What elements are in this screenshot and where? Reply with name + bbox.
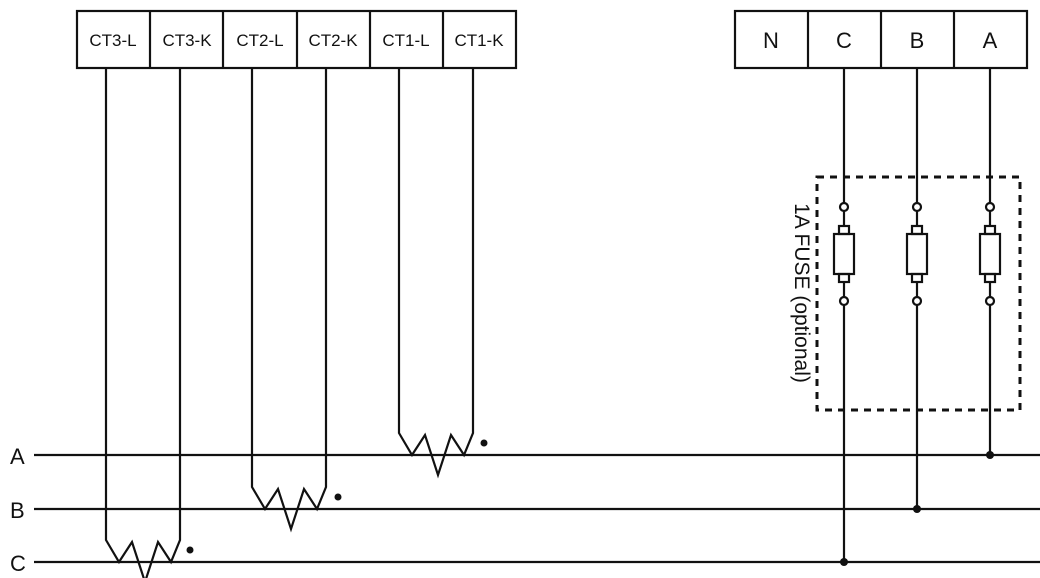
ct2-wire-loop — [250, 68, 328, 533]
fuse-terminal — [838, 201, 850, 213]
fuse-box: 1A FUSE (optional) — [790, 175, 1022, 412]
phase-a-wire — [978, 68, 1002, 459]
fuse-a-icon — [978, 232, 1002, 276]
voltage-terminal-block: N C B A — [733, 9, 1029, 70]
fuse-terminal — [984, 201, 996, 213]
fuse-terminal — [911, 295, 923, 307]
fuse-cap — [983, 224, 997, 236]
ct3-current-transformer — [104, 68, 194, 578]
bus-a-label: A — [10, 444, 25, 469]
ct3-l-label: CT3-L — [89, 31, 136, 50]
fuse-cap — [983, 272, 997, 284]
junction-dot — [986, 451, 994, 459]
bus-c-label: C — [10, 551, 26, 576]
phase-b-wire — [905, 68, 929, 513]
fuse-terminal — [911, 201, 923, 213]
ct2-current-transformer — [250, 68, 342, 533]
fuse-cap — [837, 272, 851, 284]
fuse-b-icon — [905, 232, 929, 276]
fuse-c-icon — [832, 232, 856, 276]
phase-c-wire — [832, 68, 856, 566]
ct1-k-label: CT1-K — [454, 31, 504, 50]
fuse-cap — [910, 272, 924, 284]
fuse-terminal — [984, 295, 996, 307]
junction-dot — [913, 505, 921, 513]
ct1-wire-loop — [397, 68, 475, 479]
ct3-k-label: CT3-K — [162, 31, 212, 50]
junction-dot — [840, 558, 848, 566]
fuse-label: 1A FUSE (optional) — [790, 203, 813, 383]
terminal-n-label: N — [763, 28, 779, 53]
fuse-cap — [910, 224, 924, 236]
fuse-cap — [837, 224, 851, 236]
ct2-polarity-dot — [334, 493, 342, 501]
bus-b-label: B — [10, 498, 25, 523]
ct1-current-transformer — [397, 68, 488, 479]
fuse-terminal — [838, 295, 850, 307]
ct1-l-label: CT1-L — [382, 31, 429, 50]
ct1-polarity-dot — [480, 439, 488, 447]
ct-terminal-block: CT3-L CT3-K CT2-L CT2-K CT1-L CT1-K — [75, 9, 518, 70]
ct2-l-label: CT2-L — [236, 31, 283, 50]
terminal-c-label: C — [836, 28, 852, 53]
fuse-box-outline — [815, 175, 1022, 412]
ct3-wire-loop — [104, 68, 182, 578]
ct2-k-label: CT2-K — [308, 31, 358, 50]
ct3-polarity-dot — [186, 546, 194, 554]
terminal-b-label: B — [910, 28, 925, 53]
bus-lines: A B C — [10, 444, 1040, 576]
terminal-a-label: A — [983, 28, 998, 53]
